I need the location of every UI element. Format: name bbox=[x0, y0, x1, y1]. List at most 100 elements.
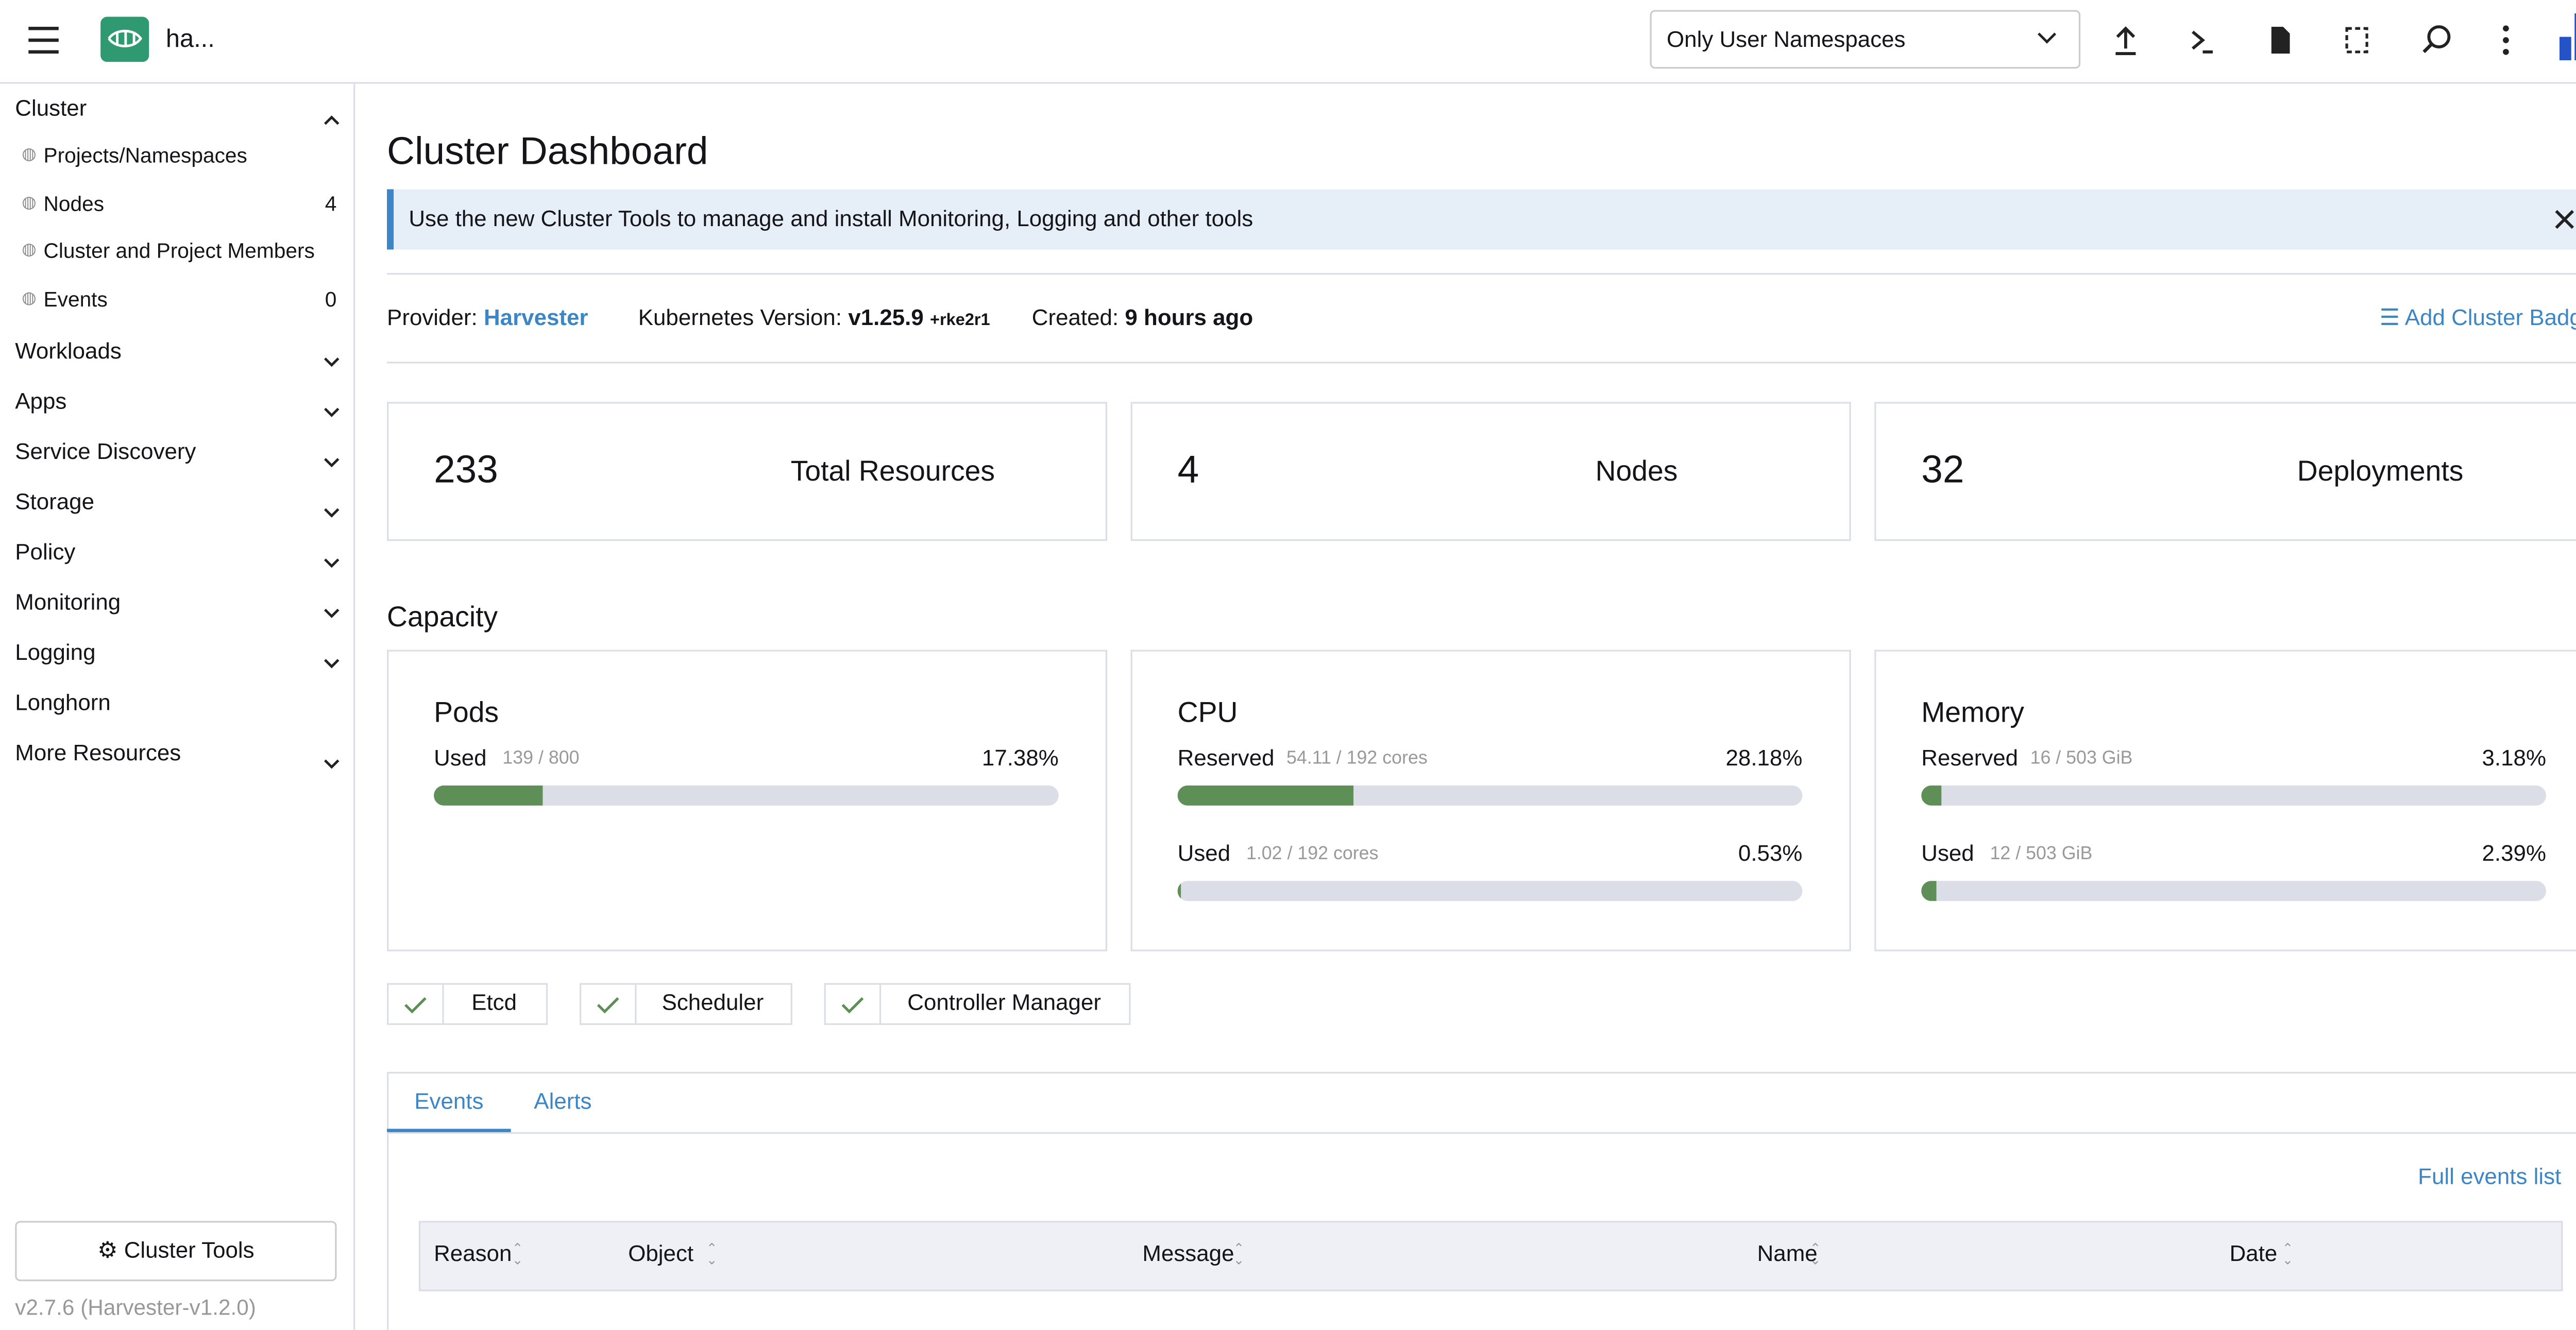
metric-detail: 16 / 503 GiB bbox=[2030, 748, 2133, 769]
stat-value: 233 bbox=[434, 447, 498, 491]
nav-group[interactable]: Workloads bbox=[15, 338, 122, 364]
progress-bar bbox=[434, 785, 1059, 806]
chevron bbox=[324, 650, 341, 669]
component-name: Etcd bbox=[471, 990, 517, 1015]
nav-group[interactable]: Logging bbox=[15, 640, 96, 666]
provider: Provider: Harvester bbox=[387, 305, 588, 330]
full-events-link[interactable]: Full events list bbox=[2418, 1164, 2562, 1189]
nav-item[interactable]: Cluster and Project Members bbox=[43, 240, 315, 264]
component-name: Controller Manager bbox=[907, 990, 1101, 1015]
stat-card bbox=[1130, 402, 1851, 541]
suffix: +rke2r1 bbox=[930, 311, 990, 330]
capacity-card bbox=[1130, 650, 1851, 951]
metric-label: Reserved bbox=[1921, 745, 2019, 771]
metric-detail: 54.11 / 192 cores bbox=[1286, 748, 1428, 769]
column-header[interactable]: Date bbox=[2229, 1241, 2278, 1266]
header bbox=[0, 0, 2576, 84]
toolbar-icons[interactable] bbox=[2111, 24, 2530, 57]
tab-underline bbox=[387, 1129, 511, 1132]
metric-percent: 3.18% bbox=[2482, 745, 2546, 771]
progress-fill bbox=[1921, 785, 1941, 806]
capacity-title: Capacity bbox=[387, 601, 498, 633]
nav-count: 4 bbox=[325, 192, 337, 216]
capacity-title: Pods bbox=[434, 696, 499, 729]
stat-card bbox=[1874, 402, 2576, 541]
metric-percent: 28.18% bbox=[1725, 745, 1803, 771]
metric-detail: 139 / 800 bbox=[502, 748, 580, 769]
column-header[interactable]: Object bbox=[628, 1241, 694, 1266]
chevron bbox=[324, 550, 341, 569]
badge-text: Add Cluster Badge bbox=[2404, 304, 2576, 330]
nav-item[interactable]: Nodes bbox=[43, 192, 105, 216]
version-detail: (Harvester-v1.2.0) bbox=[80, 1294, 256, 1320]
nav-count: 0 bbox=[325, 288, 337, 312]
column-header[interactable]: Name bbox=[1757, 1241, 1818, 1266]
tab[interactable]: Events bbox=[414, 1088, 484, 1114]
page-title: Cluster Dashboard bbox=[387, 129, 708, 173]
stat-card bbox=[387, 402, 1108, 541]
metric-label: Reserved bbox=[1177, 745, 1275, 771]
divider bbox=[387, 362, 2576, 364]
nav-group[interactable]: More Resources bbox=[15, 741, 181, 766]
column-header[interactable]: Reason bbox=[434, 1241, 512, 1266]
progress-bar bbox=[1177, 785, 1803, 806]
label: Created: bbox=[1031, 304, 1119, 330]
chevron bbox=[324, 600, 341, 619]
created: Created: 9 hours ago bbox=[1032, 305, 1253, 330]
chevron bbox=[324, 349, 341, 368]
nav-group[interactable]: Storage bbox=[15, 489, 95, 515]
check-icon bbox=[597, 997, 619, 1014]
sidebar bbox=[0, 83, 355, 1330]
nav-group[interactable]: Service Discovery bbox=[15, 439, 196, 465]
banner-text: Use the new Cluster Tools to manage and … bbox=[409, 206, 1253, 231]
nav-group[interactable]: Longhorn bbox=[15, 690, 111, 716]
nav-group[interactable]: Monitoring bbox=[15, 590, 121, 616]
capacity-title: Memory bbox=[1921, 696, 2024, 729]
chevron bbox=[324, 449, 341, 468]
cluster-name[interactable]: ha... bbox=[165, 25, 215, 54]
banner: Use the new Cluster Tools to manage and … bbox=[387, 189, 2576, 250]
metric-detail: 1.02 / 192 cores bbox=[1246, 844, 1379, 864]
logo[interactable] bbox=[100, 16, 149, 62]
avatar[interactable] bbox=[2559, 13, 2576, 61]
stat-label: Deployments bbox=[2297, 455, 2464, 488]
metric-label: Used bbox=[434, 745, 487, 771]
nav-icon: ◍ bbox=[22, 289, 37, 309]
progress-fill bbox=[1177, 881, 1181, 901]
k8s-version: Kubernetes Version: v1.25.9 +rke2r1 bbox=[638, 305, 990, 330]
stat-value: 32 bbox=[1921, 447, 1964, 491]
nav-group[interactable]: Cluster bbox=[15, 95, 87, 121]
metric-percent: 0.53% bbox=[1738, 841, 1803, 866]
nav-group[interactable]: Apps bbox=[15, 389, 67, 415]
component-status bbox=[387, 983, 548, 1025]
progress-fill bbox=[434, 785, 543, 806]
nav-group[interactable]: Policy bbox=[15, 539, 76, 565]
chevron bbox=[324, 500, 341, 518]
version-number: v2.7.6 bbox=[15, 1294, 75, 1320]
tab[interactable]: Alerts bbox=[534, 1088, 592, 1114]
button-label: Cluster Tools bbox=[124, 1237, 255, 1263]
chevron bbox=[324, 106, 341, 125]
column-header[interactable]: Message bbox=[1142, 1241, 1234, 1266]
cluster-tools-button[interactable]: ⚙ Cluster Tools bbox=[15, 1221, 337, 1282]
tabs-divider bbox=[387, 1132, 2576, 1134]
namespace-select[interactable]: Only User Namespaces bbox=[1650, 10, 2081, 69]
nav-item[interactable]: Projects/Namespaces bbox=[43, 144, 247, 168]
sort-icon: ⌃ ⌄ bbox=[1233, 1241, 1245, 1268]
stat-value: 4 bbox=[1177, 447, 1199, 491]
sort-icon: ⌃ ⌄ bbox=[2282, 1241, 2294, 1268]
stat-label: Nodes bbox=[1595, 455, 1678, 488]
chevron bbox=[324, 399, 341, 418]
sort-icon: ⌃ ⌄ bbox=[512, 1241, 523, 1268]
capacity-title: CPU bbox=[1177, 696, 1238, 729]
provider-link[interactable]: Harvester bbox=[483, 304, 588, 330]
menu-icon[interactable] bbox=[27, 25, 60, 56]
metric-label: Used bbox=[1177, 841, 1231, 866]
add-badge[interactable]: ☰ Add Cluster Badge bbox=[2380, 305, 2576, 332]
nav-icon: ◍ bbox=[22, 145, 37, 164]
close-icon[interactable] bbox=[2554, 209, 2574, 229]
component-status bbox=[824, 983, 1131, 1025]
metric-percent: 17.38% bbox=[981, 745, 1059, 771]
nav-item[interactable]: Events bbox=[43, 288, 108, 312]
